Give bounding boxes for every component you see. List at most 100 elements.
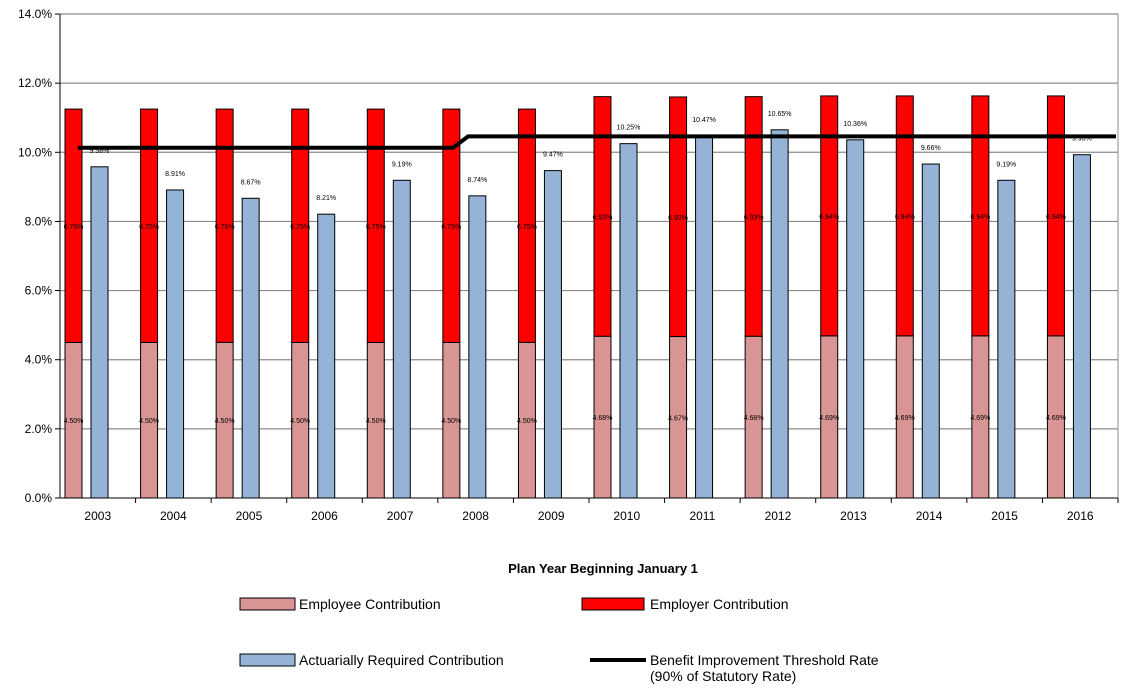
data-label-employer: 6.75% bbox=[215, 224, 235, 231]
y-axis-ticks: 0.0% 2.0% 4.0% 6.0% 8.0% 10.0% 12.0% 14.0% bbox=[18, 7, 60, 505]
data-label-actuarial: 10.25% bbox=[617, 125, 641, 132]
legend-item-employer: Employer Contribution bbox=[581, 596, 789, 612]
legend: Employee Contribution Employer Contribut… bbox=[239, 596, 879, 684]
x-tick-label: 2006 bbox=[311, 509, 338, 523]
data-label-employee: 4.50% bbox=[64, 418, 84, 425]
data-labels: 4.50% 6.75% 9.58% 4.50% 6.75% 8.91% 4.50% 6.75%… bbox=[64, 111, 1092, 425]
data-label-employee: 4.50% bbox=[441, 418, 461, 425]
data-label-employee: 4.68% bbox=[744, 415, 764, 422]
y-tick-label: 4.0% bbox=[25, 353, 53, 367]
y-tick-label: 6.0% bbox=[25, 284, 53, 298]
legend-swatch-employee bbox=[239, 597, 296, 611]
bar-actuarially-required bbox=[90, 166, 109, 499]
data-label-employer: 6.94% bbox=[895, 214, 915, 221]
data-label-employee: 4.50% bbox=[517, 418, 537, 425]
data-label-employer: 6.94% bbox=[1046, 214, 1066, 221]
legend-item-threshold: Benefit Improvement Threshold Rate (90% … bbox=[590, 652, 879, 684]
threshold-rate-line bbox=[77, 134, 1116, 150]
legend-swatch-actuarial bbox=[239, 653, 296, 667]
bar-employer-contribution bbox=[215, 108, 234, 343]
x-tick-label: 2007 bbox=[387, 509, 414, 523]
x-tick-label: 2005 bbox=[236, 509, 263, 523]
bar-actuarially-required bbox=[241, 197, 260, 499]
legend-label-threshold-note: (90% of Statutory Rate) bbox=[650, 668, 796, 684]
data-label-actuarial: 8.74% bbox=[467, 177, 487, 184]
bar-actuarially-required bbox=[695, 135, 714, 499]
x-tick-label: 2015 bbox=[991, 509, 1018, 523]
bar-actuarially-required bbox=[846, 139, 865, 499]
bars bbox=[64, 95, 1091, 499]
bar-employer-contribution bbox=[64, 108, 83, 343]
bar-employer-contribution bbox=[971, 95, 990, 337]
bar-actuarially-required bbox=[468, 195, 487, 499]
data-label-actuarial: 10.36% bbox=[843, 121, 867, 128]
legend-label-actuarial: Actuarially Required Contribution bbox=[299, 652, 504, 668]
data-label-employer: 6.75% bbox=[517, 224, 537, 231]
data-label-actuarial: 9.93% bbox=[1072, 136, 1092, 143]
x-axis-ticks: 2003 2004 2005 2006 2007 2008 2009 2010 2011 2012… bbox=[84, 498, 1119, 523]
x-tick-label: 2003 bbox=[84, 509, 111, 523]
bar-employer-contribution bbox=[895, 95, 914, 337]
data-label-employer: 6.93% bbox=[593, 214, 613, 221]
data-label-employee: 4.67% bbox=[668, 415, 688, 422]
bar-actuarially-required bbox=[921, 163, 940, 499]
x-tick-label: 2011 bbox=[689, 509, 715, 523]
legend-label-threshold: Benefit Improvement Threshold Rate bbox=[650, 652, 879, 668]
legend-label-employer: Employer Contribution bbox=[650, 596, 789, 612]
data-label-employee: 4.50% bbox=[366, 418, 386, 425]
y-tick-label: 12.0% bbox=[18, 76, 52, 90]
data-label-actuarial: 9.58% bbox=[90, 148, 110, 155]
x-tick-label: 2013 bbox=[840, 509, 867, 523]
data-label-actuarial: 10.47% bbox=[692, 117, 716, 124]
data-label-employer: 6.94% bbox=[970, 214, 990, 221]
bar-actuarially-required bbox=[392, 179, 411, 499]
x-tick-label: 2014 bbox=[916, 509, 943, 523]
y-tick-label: 10.0% bbox=[18, 145, 52, 159]
data-label-employer: 6.75% bbox=[139, 224, 159, 231]
x-tick-label: 2004 bbox=[160, 509, 187, 523]
bar-employer-contribution bbox=[442, 108, 461, 343]
data-label-actuarial: 8.67% bbox=[241, 179, 261, 186]
data-label-actuarial: 9.66% bbox=[921, 145, 941, 152]
legend-item-actuarial: Actuarially Required Contribution bbox=[239, 652, 504, 668]
bar-actuarially-required bbox=[619, 143, 638, 499]
data-label-employee: 4.50% bbox=[290, 418, 310, 425]
legend-item-employee: Employee Contribution bbox=[239, 596, 441, 612]
data-label-employer: 6.94% bbox=[819, 214, 839, 221]
x-axis-title: Plan Year Beginning January 1 bbox=[508, 561, 698, 576]
bar-actuarially-required bbox=[1072, 154, 1091, 499]
bar-employer-contribution bbox=[366, 108, 385, 343]
data-label-actuarial: 10.65% bbox=[768, 111, 792, 118]
data-label-employee: 4.69% bbox=[970, 415, 990, 422]
bar-actuarially-required bbox=[770, 129, 789, 499]
data-label-actuarial: 9.47% bbox=[543, 152, 563, 159]
data-label-actuarial: 9.19% bbox=[996, 161, 1016, 168]
bar-actuarially-required bbox=[317, 213, 336, 499]
data-label-employee: 4.50% bbox=[215, 418, 235, 425]
y-tick-label: 2.0% bbox=[25, 422, 53, 436]
data-label-employee: 4.68% bbox=[593, 415, 613, 422]
bar-employer-contribution bbox=[1046, 95, 1065, 337]
legend-label-employee: Employee Contribution bbox=[299, 596, 441, 612]
data-label-employee: 4.69% bbox=[819, 415, 839, 422]
data-label-employee: 4.50% bbox=[139, 418, 159, 425]
bar-employer-contribution bbox=[140, 108, 159, 343]
y-tick-label: 0.0% bbox=[25, 491, 53, 505]
data-label-employer: 6.75% bbox=[441, 224, 461, 231]
bar-employer-contribution bbox=[291, 108, 310, 343]
data-label-actuarial: 8.21% bbox=[316, 195, 336, 202]
bar-actuarially-required bbox=[166, 189, 185, 499]
bar-employer-contribution bbox=[669, 96, 688, 338]
data-label-employer: 6.93% bbox=[744, 214, 764, 221]
bar-employer-contribution bbox=[744, 96, 763, 337]
data-label-employer: 6.75% bbox=[290, 224, 310, 231]
x-tick-label: 2016 bbox=[1067, 509, 1094, 523]
data-label-employer: 6.75% bbox=[366, 224, 386, 231]
x-tick-label: 2008 bbox=[462, 509, 489, 523]
data-label-employee: 4.69% bbox=[895, 415, 915, 422]
legend-swatch-employer bbox=[581, 597, 645, 611]
data-label-employer: 6.75% bbox=[64, 224, 84, 231]
bar-actuarially-required bbox=[543, 170, 562, 499]
